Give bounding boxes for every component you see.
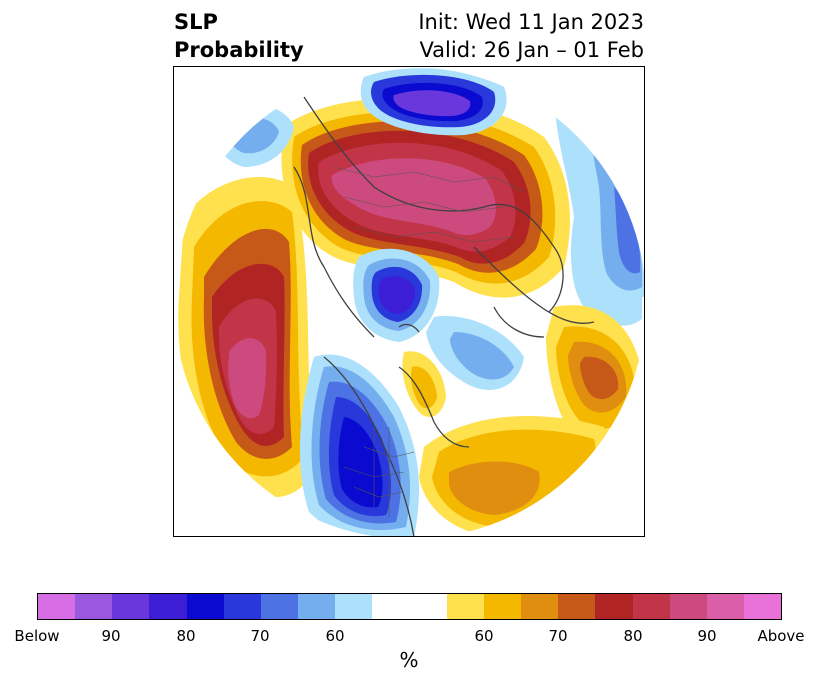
title-line-slp: SLP (174, 10, 218, 34)
date-info: Init: Wed 11 Jan 2023 Valid: 26 Jan – 01… (418, 8, 644, 64)
colorbar-swatch (409, 594, 447, 619)
siberia-above-region (281, 98, 570, 298)
chart-title: SLP Probability (174, 8, 304, 64)
init-date: Init: Wed 11 Jan 2023 (418, 10, 644, 34)
colorbar-swatch (112, 594, 150, 619)
colorbar-tick-label: Below (14, 627, 60, 645)
colorbar-swatch (75, 594, 113, 619)
colorbar-swatch (743, 594, 782, 619)
colorbar-swatch (521, 594, 559, 619)
colorbar-swatch (335, 594, 373, 619)
europe-below-region (213, 87, 644, 326)
arctic-below-region-top (360, 68, 507, 136)
colorbar-tick-label: 90 (101, 627, 121, 645)
colorbar-swatch (558, 594, 596, 619)
borders (333, 166, 525, 517)
title-line-probability: Probability (174, 38, 304, 62)
colorbar-swatch (483, 594, 522, 619)
colorbar-swatch (186, 594, 224, 619)
north-america-below-region (299, 354, 419, 536)
arctic-below-region-center (353, 248, 524, 390)
colorbar-tick-label: 70 (250, 627, 270, 645)
colorbar-tick-label: 80 (623, 627, 643, 645)
pacific-above-region (178, 177, 314, 498)
valid-range: Valid: 26 Jan – 01 Feb (419, 38, 644, 62)
colorbar-swatch (372, 594, 410, 619)
colorbar-swatch (223, 594, 261, 619)
colorbar-swatch (298, 594, 336, 619)
colorbar-label: % (399, 648, 419, 672)
map-panel (173, 66, 645, 537)
colorbar-swatch (149, 594, 187, 619)
colorbar-tick-label: 60 (474, 627, 494, 645)
colorbar-swatch (632, 594, 670, 619)
colorbar-tick-label: Above (757, 627, 805, 645)
colorbar (37, 593, 782, 620)
colorbar-swatch (260, 594, 299, 619)
colorbar-tick-label: 60 (325, 627, 345, 645)
colorbar-swatch (446, 594, 484, 619)
colorbar-swatch (706, 594, 744, 619)
colorbar-tick-label: 90 (697, 627, 717, 645)
colorbar-tick-label: 70 (548, 627, 568, 645)
colorbar-swatch (38, 594, 76, 619)
colorbar-swatch (595, 594, 633, 619)
colorbar-swatch (669, 594, 707, 619)
polar-map (174, 67, 644, 536)
colorbar-tick-label: 80 (176, 627, 196, 645)
